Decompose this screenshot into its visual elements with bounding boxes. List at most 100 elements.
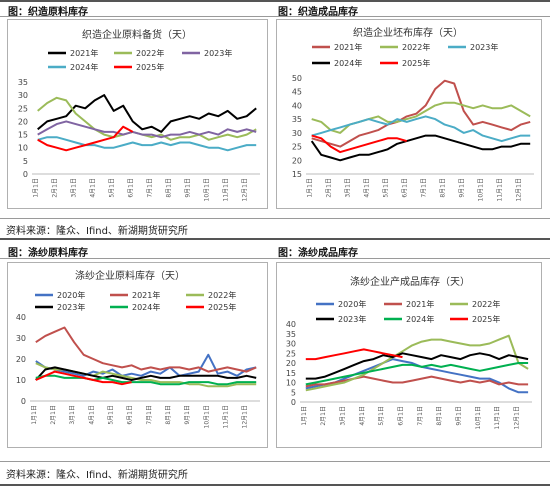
x-tick-label: 2月1日 bbox=[52, 178, 59, 198]
legend-label: 2024年 bbox=[70, 62, 98, 72]
legend-label: 2025年 bbox=[402, 58, 430, 68]
x-tick-label: 11月1日 bbox=[497, 178, 504, 201]
legend-label: 2022年 bbox=[472, 299, 500, 309]
bottom-rule bbox=[0, 484, 550, 486]
series-line-2020 bbox=[35, 353, 257, 377]
y-tick-label: 35 bbox=[292, 115, 302, 124]
legend-label: 2025年 bbox=[208, 302, 236, 312]
legend-label: 2020年 bbox=[338, 299, 366, 309]
y-tick-label: 15 bbox=[286, 369, 296, 378]
y-tick-label: 25 bbox=[286, 349, 296, 358]
x-tick-label: 7月1日 bbox=[147, 178, 154, 198]
x-tick-label: 1月1日 bbox=[33, 178, 40, 198]
y-tick-label: 30 bbox=[16, 334, 26, 343]
x-tick-label: 4月1日 bbox=[359, 406, 366, 426]
x-tick-label: 9月1日 bbox=[455, 406, 462, 426]
y-tick-label: 30 bbox=[292, 129, 302, 138]
chart-box-3 bbox=[7, 262, 268, 448]
legend-label: 2021年 bbox=[70, 48, 98, 58]
series-line-2025 bbox=[37, 125, 134, 152]
series-line-2023 bbox=[311, 115, 531, 143]
x-tick-label: 12月1日 bbox=[513, 406, 520, 429]
panel-title-weaving-finished: 图：织造成品库存 bbox=[278, 7, 358, 18]
chart-title-3: 涤纱企业产成品库存（天） bbox=[350, 275, 470, 288]
x-tick-label: 7月1日 bbox=[421, 178, 428, 198]
x-tick-label: 9月1日 bbox=[184, 405, 191, 425]
source-note-bottom: 资料来源：隆众、Ifind、新湖期货研究所 bbox=[6, 470, 188, 481]
x-tick-label: 3月1日 bbox=[345, 178, 352, 198]
y-tick-label: 20 bbox=[286, 359, 296, 368]
series-line-2021 bbox=[311, 79, 531, 148]
series-line-2024 bbox=[35, 374, 257, 386]
legend-label: 2024年 bbox=[334, 58, 362, 68]
legend-label: 2023年 bbox=[57, 302, 85, 312]
y-tick-label: 10 bbox=[18, 144, 28, 153]
x-tick-label: 1月1日 bbox=[31, 405, 38, 425]
series-line-2025 bbox=[305, 348, 403, 361]
x-tick-label: 8月1日 bbox=[165, 405, 172, 425]
x-tick-label: 9月1日 bbox=[185, 178, 192, 198]
legend-label: 2021年 bbox=[334, 42, 362, 52]
x-tick-label: 9月1日 bbox=[459, 178, 466, 198]
x-tick-label: 3月1日 bbox=[69, 405, 76, 425]
y-tick-label: 5 bbox=[23, 157, 28, 166]
series-line-2023 bbox=[35, 366, 257, 381]
y-tick-label: 40 bbox=[16, 313, 26, 322]
x-tick-label: 5月1日 bbox=[378, 406, 385, 426]
y-tick-label: 20 bbox=[292, 156, 302, 165]
series-line-2022 bbox=[37, 96, 257, 141]
x-tick-label: 3月1日 bbox=[71, 178, 78, 198]
source-rule-bottom bbox=[0, 461, 550, 462]
series-line-2024 bbox=[310, 134, 531, 162]
source-rule-top bbox=[0, 218, 550, 219]
y-tick-label: 20 bbox=[16, 355, 26, 364]
source-note-top: 资料来源：隆众、Ifind、新湖期货研究所 bbox=[6, 226, 188, 237]
x-tick-label: 3月1日 bbox=[339, 406, 346, 426]
y-tick-label: 0 bbox=[23, 170, 28, 179]
x-tick-label: 8月1日 bbox=[436, 406, 443, 426]
y-tick-label: 10 bbox=[16, 376, 26, 385]
legend-label: 2025年 bbox=[472, 314, 500, 324]
x-tick-label: 8月1日 bbox=[440, 178, 447, 198]
y-tick-label: 10 bbox=[286, 379, 296, 388]
x-tick-label: 6月1日 bbox=[402, 178, 409, 198]
x-tick-label: 10月1日 bbox=[204, 178, 211, 201]
x-tick-label: 10月1日 bbox=[478, 178, 485, 201]
chart-title-1: 织造企业坯布库存（天） bbox=[353, 26, 463, 39]
series-line-2021 bbox=[305, 375, 529, 388]
y-tick-label: 20 bbox=[18, 117, 28, 126]
chart-title-2: 涤纱企业原料库存（天） bbox=[75, 269, 185, 282]
x-tick-label: 2月1日 bbox=[320, 406, 327, 426]
x-tick-label: 2月1日 bbox=[326, 178, 333, 198]
legend-label: 2023年 bbox=[204, 48, 232, 58]
x-tick-label: 8月1日 bbox=[166, 178, 173, 198]
y-tick-label: 0 bbox=[291, 398, 296, 407]
legend-label: 2020年 bbox=[57, 290, 85, 300]
y-tick-label: 30 bbox=[286, 340, 296, 349]
x-tick-label: 11月1日 bbox=[222, 405, 229, 428]
x-tick-label: 6月1日 bbox=[397, 406, 404, 426]
series-line-2025 bbox=[311, 134, 407, 154]
y-tick-label: 40 bbox=[286, 320, 296, 329]
legend-label: 2022年 bbox=[402, 42, 430, 52]
y-tick-label: 15 bbox=[18, 131, 28, 140]
x-tick-label: 4月1日 bbox=[90, 178, 97, 198]
x-tick-label: 5月1日 bbox=[107, 405, 114, 425]
y-tick-label: 30 bbox=[18, 91, 28, 100]
series-line-2023 bbox=[37, 120, 257, 139]
series-line-2022 bbox=[305, 334, 529, 392]
x-tick-label: 5月1日 bbox=[109, 178, 116, 198]
chart-box-2 bbox=[276, 19, 542, 209]
x-tick-label: 5月1日 bbox=[383, 178, 390, 198]
x-tick-label: 11月1日 bbox=[494, 406, 501, 429]
legend-label: 2022年 bbox=[208, 290, 236, 300]
series-line-2025 bbox=[35, 370, 132, 386]
top-rule bbox=[0, 0, 550, 2]
chart-box-1 bbox=[7, 19, 268, 209]
x-tick-label: 2月1日 bbox=[50, 405, 57, 425]
y-tick-label: 25 bbox=[292, 143, 302, 152]
legend-label: 2021年 bbox=[406, 299, 434, 309]
legend-label: 2023年 bbox=[470, 42, 498, 52]
legend-label: 2024年 bbox=[132, 302, 160, 312]
